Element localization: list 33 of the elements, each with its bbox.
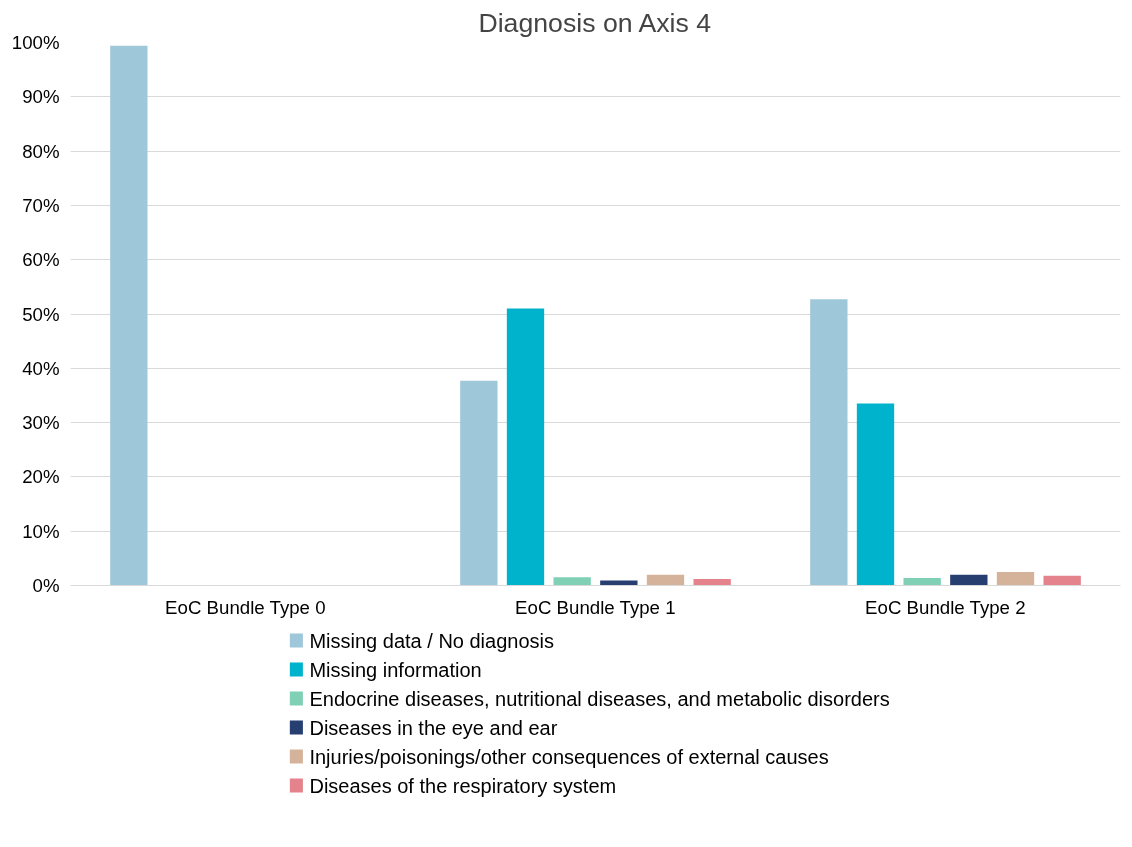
- legend-label: Missing information: [309, 658, 482, 681]
- bar: [693, 578, 731, 586]
- bar: [996, 571, 1035, 586]
- legend-label: Endocrine diseases, nutritional diseases, and metabolic disorders: [309, 687, 890, 710]
- bar: [506, 308, 545, 586]
- y-tick-label: 20%: [22, 466, 60, 488]
- bar: [856, 403, 895, 586]
- y-tick-label: 90%: [22, 86, 60, 108]
- y-tick-label: 10%: [22, 520, 60, 542]
- y-tick-label: 40%: [22, 357, 60, 379]
- x-tick-label: EoC Bundle Type 0: [165, 596, 326, 618]
- legend-label: Diseases in the eye and ear: [309, 716, 558, 739]
- bar: [110, 45, 148, 586]
- y-tick-label: 60%: [22, 249, 60, 271]
- bar: [903, 577, 941, 586]
- y-tick-label: 50%: [22, 303, 60, 325]
- y-tick-label: 30%: [22, 412, 60, 434]
- y-tick-label: 70%: [22, 194, 60, 216]
- x-tick-label: EoC Bundle Type 1: [515, 596, 676, 618]
- bar: [646, 574, 685, 586]
- y-tick-label: 100%: [11, 32, 60, 53]
- y-tick-label: 80%: [22, 140, 60, 162]
- chart-title: Diagnosis on Axis 4: [478, 7, 712, 38]
- legend-label: Missing data / No diagnosis: [309, 629, 555, 652]
- legend-label: Diseases of the respiratory system: [309, 774, 617, 797]
- legend-label: Injuries/poisonings/other consequences of external causes: [309, 745, 829, 768]
- bar: [553, 577, 591, 586]
- x-tick-label: EoC Bundle Type 2: [865, 596, 1026, 618]
- bar: [1043, 575, 1081, 586]
- bar: [460, 380, 498, 586]
- bar: [810, 299, 848, 586]
- y-tick-label: 0%: [32, 575, 60, 596]
- bar: [950, 574, 988, 586]
